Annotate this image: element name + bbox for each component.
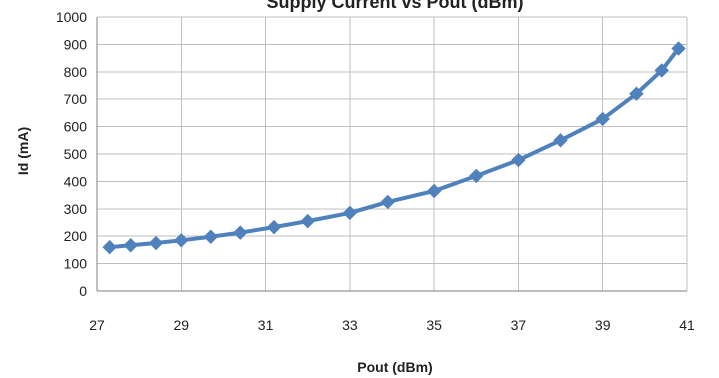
data-point-marker bbox=[511, 152, 526, 168]
data-point-marker bbox=[300, 213, 315, 229]
x-tick-label: 37 bbox=[511, 317, 527, 333]
y-tick-label: 700 bbox=[64, 91, 88, 107]
data-point-marker bbox=[266, 219, 282, 235]
x-tick-label: 29 bbox=[173, 317, 189, 333]
x-tick-label: 31 bbox=[258, 317, 274, 333]
y-tick-label: 800 bbox=[64, 64, 88, 80]
y-tick-label: 300 bbox=[64, 201, 88, 217]
data-point-marker bbox=[233, 225, 248, 240]
data-point-marker bbox=[342, 205, 358, 221]
y-tick-label: 400 bbox=[64, 173, 88, 189]
data-point-marker bbox=[671, 41, 686, 56]
x-tick-label: 33 bbox=[342, 317, 358, 333]
data-point-marker bbox=[174, 233, 189, 248]
x-tick-label: 27 bbox=[89, 317, 105, 333]
y-tick-label: 600 bbox=[64, 119, 88, 135]
y-tick-label: 0 bbox=[79, 283, 87, 299]
data-point-marker bbox=[102, 239, 117, 255]
y-tick-label: 1000 bbox=[56, 9, 87, 25]
data-point-marker bbox=[148, 235, 164, 251]
x-axis-title: Pout (dBm) bbox=[357, 359, 432, 375]
data-point-marker bbox=[654, 63, 669, 78]
data-point-marker bbox=[553, 133, 568, 148]
x-tick-label: 41 bbox=[679, 317, 695, 333]
chart-title: Supply Current vs Pout (dBm) bbox=[266, 0, 523, 12]
data-point-marker bbox=[426, 183, 442, 199]
y-tick-label: 900 bbox=[64, 36, 88, 52]
series-layer bbox=[102, 41, 686, 255]
x-tick-label: 35 bbox=[426, 317, 442, 333]
data-point-marker bbox=[595, 111, 610, 127]
data-point-marker bbox=[469, 168, 484, 184]
grid-layer bbox=[96, 16, 688, 292]
data-point-marker bbox=[123, 238, 138, 253]
data-point-marker bbox=[629, 86, 644, 101]
tick-label-layer: 0 100 200 300 400 500 600 700 800 900 1000 27 29 31 33… bbox=[56, 9, 695, 333]
y-tick-label: 200 bbox=[64, 228, 88, 244]
y-axis-title: Id (mA) bbox=[15, 127, 31, 175]
y-tick-label: 500 bbox=[64, 146, 88, 162]
series-line bbox=[107, 46, 681, 250]
x-tick-label: 39 bbox=[595, 317, 611, 333]
axis-layer bbox=[96, 17, 687, 292]
y-tick-label: 100 bbox=[64, 256, 88, 272]
data-point-marker bbox=[380, 194, 395, 210]
data-point-marker bbox=[203, 229, 218, 244]
